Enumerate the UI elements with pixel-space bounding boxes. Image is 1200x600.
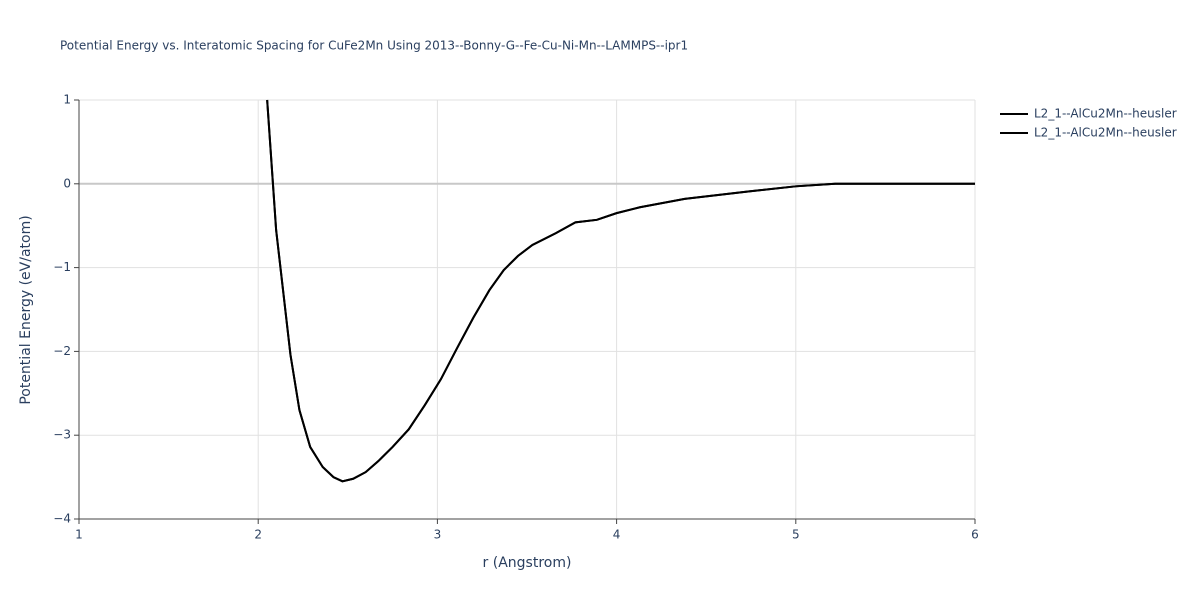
x-tick-label: 4 bbox=[613, 528, 621, 542]
y-axis-label: Potential Energy (eV/atom) bbox=[18, 215, 34, 404]
x-tick-label: 1 bbox=[75, 528, 83, 542]
x-tick-label: 5 bbox=[792, 528, 800, 542]
line-series bbox=[266, 99, 975, 483]
legend-label: L2_1--AlCu2Mn--heusler bbox=[1034, 107, 1177, 121]
chart-title: Potential Energy vs. Interatomic Spacing… bbox=[60, 39, 688, 53]
legend-label: L2_1--AlCu2Mn--heusler bbox=[1034, 126, 1177, 140]
y-tick-label: −1 bbox=[53, 260, 71, 274]
y-tick-label: −2 bbox=[53, 344, 71, 358]
y-tick-label: 1 bbox=[63, 93, 71, 107]
line-series bbox=[266, 99, 975, 483]
x-tick-label: 3 bbox=[434, 528, 442, 542]
x-tick-label: 2 bbox=[254, 528, 262, 542]
y-tick-label: 0 bbox=[63, 176, 71, 190]
x-axis-label: r (Angstrom) bbox=[483, 555, 572, 571]
y-tick-label: −3 bbox=[53, 428, 71, 442]
y-tick-label: −4 bbox=[53, 512, 71, 526]
x-tick-label: 6 bbox=[971, 528, 979, 542]
